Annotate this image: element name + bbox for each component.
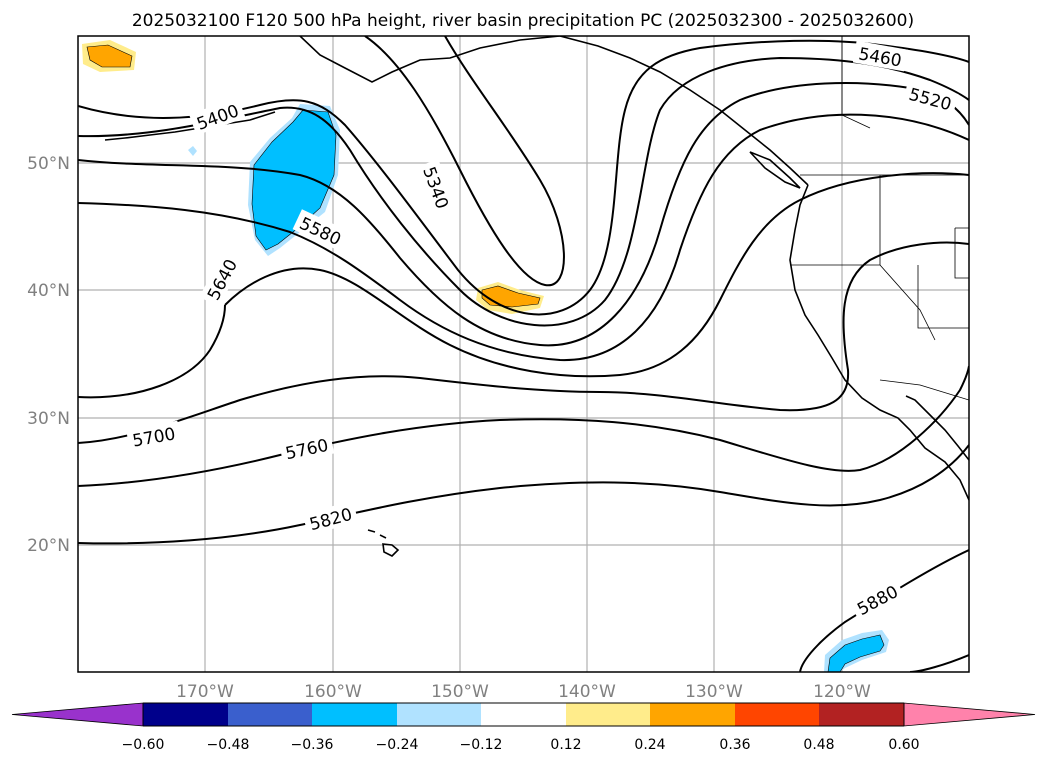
map-frame: [77, 35, 970, 673]
cb-tick-8: 0.36: [719, 737, 750, 753]
colorbar-bin-6: [566, 703, 650, 726]
contour-5580: [78, 113, 969, 362]
lat-tick-40n: 40°N: [27, 281, 70, 301]
lat-tick-labels: 50°N 40°N 30°N 20°N: [27, 154, 70, 556]
border-ca-nv: [879, 264, 936, 341]
lat-tick-50n: 50°N: [27, 154, 70, 174]
contour-5460: [78, 56, 969, 327]
coast-west-north-america: [789, 184, 969, 501]
cb-tick-6: 0.12: [550, 737, 581, 753]
shade-negative-south: [827, 634, 885, 672]
colorbar-bin-2: [228, 703, 312, 726]
cb-tick-3: −0.36: [291, 737, 334, 753]
colorbar: [11, 702, 1036, 727]
contour-5340: [364, 36, 565, 287]
contour-5400: [78, 39, 969, 316]
lat-tick-30n: 30°N: [27, 409, 70, 429]
cb-tick-2: −0.48: [207, 737, 250, 753]
coast-alaska-panhandle: [559, 36, 809, 186]
colorbar-bin-3: [312, 703, 397, 726]
border-nv-az: [879, 190, 969, 329]
colorbar-over-arrow: [903, 702, 1036, 727]
cb-tick-9: 0.48: [803, 737, 834, 753]
colorbar-bin-8: [735, 703, 819, 726]
lon-tick-160w: 160°W: [304, 682, 362, 702]
map-background: [78, 36, 969, 672]
cb-tick-10: 0.60: [888, 737, 919, 753]
colorbar-bin-9: [819, 703, 904, 726]
coastlines: [104, 36, 969, 557]
shade-positive-bering: [86, 44, 133, 68]
cb-tick-4: −0.24: [376, 737, 419, 753]
coast-vancouver-island: [749, 151, 801, 189]
figure-title: 2025032100 F120 500 hPa height, river ba…: [132, 11, 914, 31]
lon-tick-140w: 140°W: [558, 682, 616, 702]
coast-aleutians: [104, 111, 276, 141]
lat-tick-20n: 20°N: [27, 536, 70, 556]
contour-5520: [78, 82, 969, 347]
lon-tick-170w: 170°W: [176, 682, 234, 702]
map-panel: 5400 5340 5460 5520 5580 5640: [77, 35, 970, 673]
coast-baja: [905, 395, 969, 461]
coast-hawaii: [367, 529, 400, 557]
shade-negative-gulf: [251, 109, 337, 251]
cb-tick-1: −0.60: [122, 737, 165, 753]
precip-shading: [82, 40, 889, 672]
lon-tick-120w: 120°W: [813, 682, 871, 702]
shade-negative-small: [188, 146, 197, 156]
colorbar-bin-1: [143, 703, 228, 726]
contour-5700: [78, 241, 969, 444]
lon-tick-150w: 150°W: [431, 682, 489, 702]
colorbar-bin-5: [481, 703, 566, 726]
colorbar-tick-labels: −0.60 −0.48 −0.36 −0.24 −0.12 0.12 0.24 …: [122, 737, 920, 753]
colorbar-under-arrow: [11, 702, 144, 727]
colorbar-outline: [142, 702, 905, 727]
height-contours: [78, 36, 969, 672]
shade-positive-pacific: [481, 285, 541, 308]
border-us-mexico: [879, 379, 969, 401]
lon-tick-labels: 170°W 160°W 150°W 140°W 130°W 120°W: [176, 682, 871, 702]
coast-alaska-gulf: [299, 36, 561, 83]
contour-5640: [78, 172, 969, 399]
colorbar-bin-4: [397, 703, 481, 726]
contour-5820: [78, 444, 969, 545]
cb-tick-5: −0.12: [460, 737, 503, 753]
lon-tick-130w: 130°W: [685, 682, 743, 702]
cb-tick-7: 0.24: [634, 737, 665, 753]
contour-5760: [78, 365, 969, 487]
colorbar-bin-7: [650, 703, 735, 726]
